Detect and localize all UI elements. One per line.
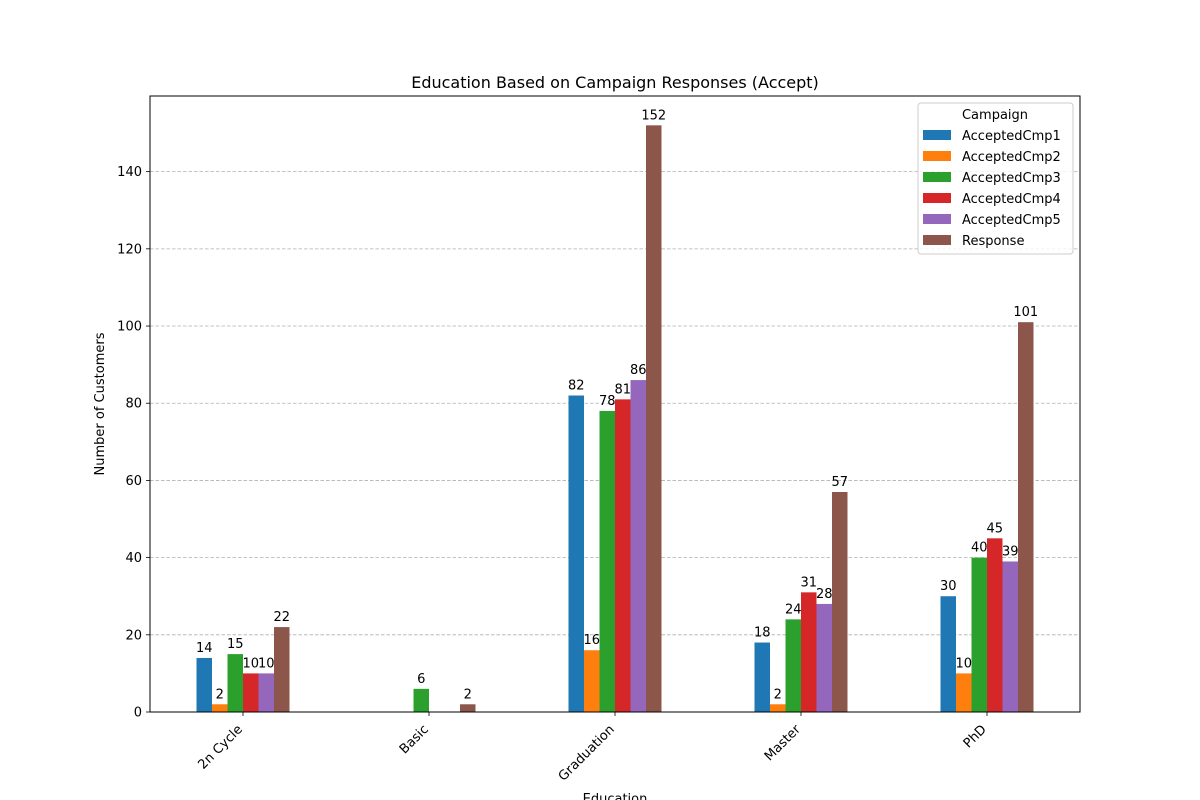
bar xyxy=(212,704,228,712)
y-tick-label: 140 xyxy=(117,165,142,180)
bar-value-label: 24 xyxy=(785,602,802,617)
legend: Campaign AcceptedCmp1AcceptedCmp2Accepte… xyxy=(917,102,1074,255)
bar xyxy=(801,592,817,712)
bar-value-label: 10 xyxy=(258,656,275,671)
legend-swatch xyxy=(923,151,951,161)
legend-title: Campaign xyxy=(962,108,1028,123)
legend-swatch xyxy=(923,172,951,182)
bar-value-label: 152 xyxy=(641,108,666,123)
legend-swatch xyxy=(923,193,951,203)
bar xyxy=(196,657,212,712)
bar xyxy=(413,688,429,712)
bar xyxy=(646,125,662,713)
legend-label: AcceptedCmp3 xyxy=(962,171,1061,186)
bar xyxy=(568,395,584,712)
bar xyxy=(785,619,801,712)
bar-value-label: 28 xyxy=(816,587,833,602)
bar xyxy=(940,596,956,712)
y-tick-label: 100 xyxy=(117,320,142,335)
y-tick-label: 120 xyxy=(117,242,142,257)
bar xyxy=(816,603,832,712)
bar xyxy=(1018,322,1034,712)
chart-title: Education Based on Campaign Responses (A… xyxy=(411,73,819,92)
legend-label: AcceptedCmp4 xyxy=(962,192,1061,207)
bar-value-label: 2 xyxy=(216,687,224,702)
legend-label: AcceptedCmp2 xyxy=(962,150,1061,165)
y-tick-label: 40 xyxy=(125,551,142,566)
bar xyxy=(971,557,987,712)
bar-value-label: 86 xyxy=(630,363,647,378)
x-axis-label: Education xyxy=(583,792,648,800)
x-tick-label: 2n Cycle xyxy=(196,722,246,772)
bar xyxy=(754,642,770,712)
bar-value-label: 78 xyxy=(599,394,616,409)
bar xyxy=(1002,561,1018,712)
legend-swatch xyxy=(923,130,951,140)
bar-value-label: 18 xyxy=(754,626,771,641)
y-axis: 0 20 40 60 80 100 120 140 xyxy=(117,165,150,721)
bar-value-label: 6 xyxy=(417,672,425,687)
y-tick-label: 80 xyxy=(125,397,142,412)
bar-value-label: 40 xyxy=(971,541,988,556)
bar xyxy=(460,704,476,712)
bar-value-label: 10 xyxy=(242,656,259,671)
x-tick-label: Master xyxy=(762,722,804,764)
legend-swatch xyxy=(923,235,951,245)
bar xyxy=(584,650,600,712)
bar xyxy=(274,627,290,712)
bar xyxy=(956,673,972,712)
bar-value-label: 15 xyxy=(227,637,244,652)
data-labels: 14 82 18 30 2 16 2 10 15 6 78 24 40 10 81 31 45 10 86 28 39 2… xyxy=(196,108,1038,702)
x-tick-label: Basic xyxy=(397,722,432,757)
bar xyxy=(227,654,243,712)
legend-label: AcceptedCmp1 xyxy=(962,129,1061,144)
legend-swatch xyxy=(923,214,951,224)
bar-value-label: 16 xyxy=(583,633,600,648)
bar xyxy=(615,399,631,712)
bar xyxy=(987,538,1003,712)
x-tick-label: Graduation xyxy=(556,722,618,784)
bar-value-label: 101 xyxy=(1013,305,1038,320)
bar-value-label: 82 xyxy=(568,379,585,394)
bar xyxy=(770,704,786,712)
y-axis-label: Number of Customers xyxy=(93,332,108,475)
bar-value-label: 39 xyxy=(1002,544,1019,559)
bar xyxy=(243,673,259,712)
legend-entries: AcceptedCmp1 AcceptedCmp2 AcceptedCmp3 Acce… xyxy=(923,129,1061,249)
bar-value-label: 2 xyxy=(774,687,782,702)
bar-value-label: 81 xyxy=(614,382,631,397)
bar-value-label: 22 xyxy=(273,610,290,625)
y-tick-label: 60 xyxy=(125,474,142,489)
y-tick-label: 20 xyxy=(125,628,142,643)
y-tick-label: 0 xyxy=(134,706,142,721)
bar xyxy=(599,410,615,712)
x-axis: 2n Cycle Basic Graduation Master PhD xyxy=(196,712,990,784)
bar-value-label: 14 xyxy=(196,641,213,656)
legend-label: AcceptedCmp5 xyxy=(962,213,1061,228)
bar xyxy=(258,673,274,712)
bar xyxy=(832,492,848,712)
bar-value-label: 10 xyxy=(955,656,972,671)
bar-value-label: 45 xyxy=(986,521,1003,536)
x-tick-label: PhD xyxy=(961,722,990,751)
bar-value-label: 2 xyxy=(464,687,472,702)
legend-label: Response xyxy=(962,234,1024,249)
bar-value-label: 30 xyxy=(940,579,957,594)
legend-frame xyxy=(917,102,1074,255)
bar-value-label: 31 xyxy=(800,575,817,590)
bar xyxy=(630,380,646,712)
bars xyxy=(196,125,1034,713)
bar-value-label: 57 xyxy=(831,475,848,490)
